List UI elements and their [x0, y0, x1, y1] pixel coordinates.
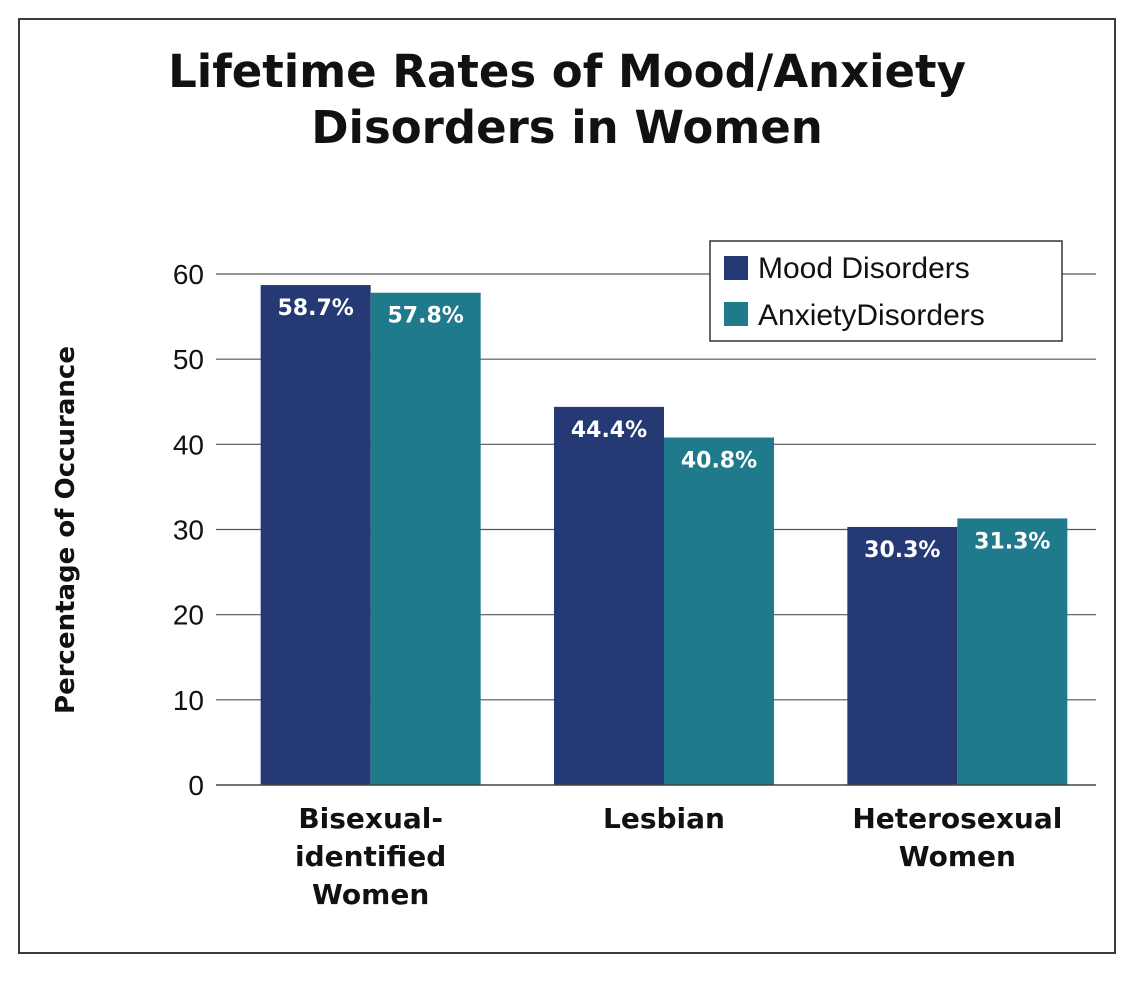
bar-anxiety	[957, 518, 1068, 785]
bar-value-label: 31.3%	[974, 529, 1050, 554]
bar-value-label: 58.7%	[278, 296, 354, 321]
bar-value-labels: 58.7% 57.8% 44.4% 40.8% 30.3% 31.3%	[278, 296, 1051, 563]
bar-value-label: 30.3%	[864, 538, 940, 563]
legend-label-anxiety: AnxietyDisorders	[758, 299, 985, 332]
y-tick-label: 60	[173, 259, 204, 290]
bar-value-label: 40.8%	[681, 449, 757, 474]
category-labels: Bisexual-identified Women Lesbian Heterosex…	[295, 802, 1062, 911]
chart-title: Lifetime Rates of Mood/Anxiety Disorders…	[168, 45, 966, 154]
bar-value-label: 44.4%	[571, 418, 647, 443]
bar-mood	[847, 526, 958, 785]
bars	[260, 285, 1068, 785]
y-tick-label: 40	[173, 429, 204, 460]
legend-swatch-mood	[724, 256, 748, 280]
bar-mood	[260, 285, 371, 785]
y-tick-label: 50	[173, 344, 204, 375]
y-tick-label: 30	[173, 515, 204, 546]
bar-value-label: 57.8%	[388, 304, 464, 329]
bar-mood	[554, 406, 664, 785]
y-axis-ticks: 0 10 20 30 40 50 60	[173, 259, 204, 801]
legend: Mood Disorders AnxietyDisorders	[709, 240, 1063, 342]
legend-label-mood: Mood Disorders	[758, 252, 970, 285]
y-tick-label: 10	[173, 685, 204, 716]
y-tick-label: 0	[188, 770, 204, 801]
y-axis-title: Percentage of Occurance	[51, 346, 81, 714]
bar-anxiety	[370, 292, 481, 785]
bar-anxiety	[664, 437, 774, 785]
y-tick-label: 20	[173, 600, 204, 631]
category-label: Heterosexual Women	[852, 802, 1062, 873]
category-label: Lesbian	[603, 802, 725, 835]
legend-swatch-anxiety	[724, 302, 748, 326]
legend-box	[709, 240, 1063, 342]
category-label: Bisexual-identified Women	[295, 802, 446, 911]
